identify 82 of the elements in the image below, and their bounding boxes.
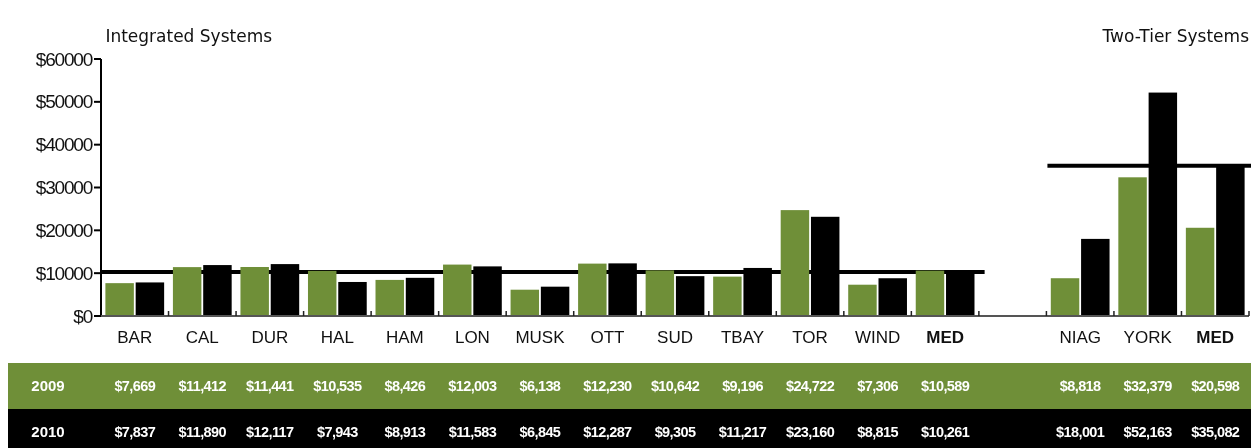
bar	[307, 270, 337, 316]
x-tick-label: TOR	[792, 328, 828, 347]
data-label: $11,217	[718, 424, 767, 441]
bar	[510, 289, 540, 316]
x-tick-label: DUR	[251, 328, 289, 347]
data-label: $10,261	[921, 424, 970, 441]
text: Two-Tier Systems	[1101, 26, 1250, 46]
y-tick-label: $50000	[35, 91, 93, 113]
x-tick-label: WIND	[854, 328, 901, 347]
bar	[578, 263, 607, 316]
bar	[405, 277, 435, 316]
bar	[375, 279, 404, 316]
bar	[105, 283, 134, 316]
data-label: $20,598	[1191, 378, 1240, 395]
data-label: $6,138	[519, 378, 561, 395]
x-tick-label: MED	[926, 328, 965, 347]
data-label: $35,082	[1191, 424, 1240, 441]
x-tick-label: SUD	[657, 328, 693, 347]
x-tick-label: MUSK	[515, 328, 566, 347]
y-tick-label: $10000	[35, 262, 93, 284]
bar	[1185, 227, 1215, 316]
y-tick-label: $40000	[35, 134, 93, 156]
data-label: $6,845	[519, 424, 561, 441]
bar	[878, 278, 907, 316]
y-tick-label: $0	[73, 305, 93, 327]
data-label: $11,583	[448, 424, 497, 441]
data-label: $23,160	[785, 424, 835, 441]
data-label: $10,642	[650, 378, 700, 395]
data-label: $9,196	[722, 378, 764, 395]
x-tick-label: MED	[1196, 328, 1235, 347]
data-label: $12,287	[583, 424, 633, 441]
bar	[172, 267, 202, 316]
bar	[713, 276, 742, 316]
bar	[443, 264, 472, 316]
data-label: $7,306	[857, 378, 899, 395]
data-label: $7,943	[316, 424, 359, 441]
x-tick-label: TBAY	[720, 328, 765, 347]
data-label: $10,589	[921, 378, 970, 395]
bar	[848, 284, 877, 316]
data-label: $10,535	[313, 378, 362, 395]
data-label: $12,117	[246, 424, 295, 441]
y-tick-label: $30000	[35, 177, 93, 199]
data-label: $24,722	[785, 378, 835, 395]
bar	[1118, 177, 1147, 316]
data-label: $11,412	[178, 378, 227, 395]
bar	[540, 286, 570, 316]
text: Integrated Systems	[105, 26, 273, 46]
text: 2010	[31, 423, 65, 441]
data-label: $9,305	[654, 424, 696, 441]
bar	[135, 282, 165, 316]
data-label: $11,441	[246, 378, 295, 395]
bar	[780, 210, 810, 316]
x-tick-label: YORK	[1123, 328, 1173, 347]
data-label: $18,001	[1056, 424, 1105, 441]
data-label: $11,890	[178, 424, 227, 441]
bar	[1081, 238, 1110, 316]
x-tick-label: HAL	[320, 328, 354, 347]
text: 2009	[31, 377, 65, 395]
data-label: $32,379	[1123, 378, 1173, 395]
data-label: $8,426	[384, 378, 426, 395]
x-tick-label: BAR	[117, 328, 153, 347]
bar	[915, 270, 945, 316]
x-tick-label: CAL	[185, 328, 219, 347]
x-tick-label: OTT	[590, 328, 625, 347]
y-tick-label: $20000	[35, 219, 93, 241]
data-label: $12,230	[583, 378, 633, 395]
data-label: $12,003	[448, 378, 498, 395]
bar	[338, 281, 367, 316]
bar	[240, 266, 269, 316]
x-tick-label: HAM	[385, 328, 424, 347]
data-label: $7,669	[114, 378, 156, 395]
x-tick-label: LON	[454, 328, 490, 347]
data-label: $52,163	[1123, 424, 1173, 441]
bar	[645, 270, 675, 316]
bar	[675, 276, 705, 316]
x-tick-label: NIAG	[1059, 328, 1101, 347]
data-label: $7,837	[114, 424, 156, 441]
data-label: $8,913	[384, 424, 426, 441]
y-tick-label: $60000	[35, 48, 93, 70]
bar	[1050, 278, 1080, 316]
data-label: $8,818	[1059, 378, 1102, 395]
data-label: $8,815	[857, 424, 899, 441]
